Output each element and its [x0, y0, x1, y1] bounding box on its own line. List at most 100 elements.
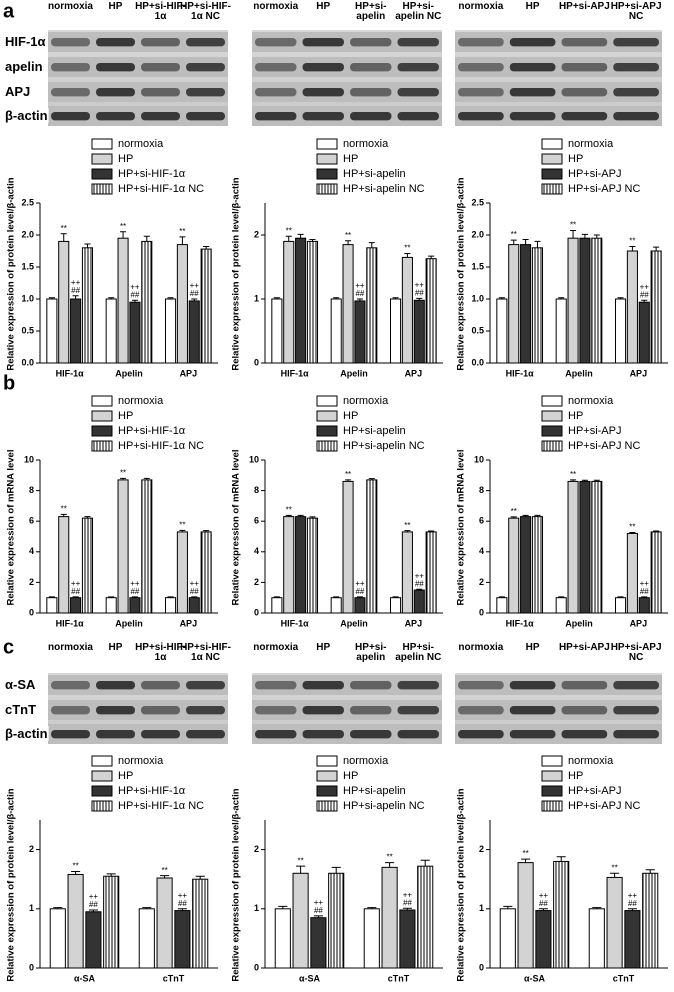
blot-band	[458, 88, 504, 97]
significance-mark: **	[72, 862, 78, 871]
blot-row-label: β-actin	[4, 108, 49, 123]
error-bar	[48, 596, 55, 598]
y-tick-label: 4	[479, 546, 484, 556]
legend-swatch	[541, 138, 563, 150]
error-bar	[120, 477, 127, 480]
bar	[520, 244, 532, 364]
legend-swatch	[91, 410, 113, 422]
error-bar	[510, 239, 517, 245]
legend-label: HP+si-APJ NC	[568, 183, 640, 195]
blot-strip-bg	[455, 82, 662, 102]
bar	[156, 877, 173, 969]
legend-swatch	[541, 183, 563, 195]
y-tick-label: 0	[29, 607, 34, 617]
legend-label: HP+si-apelin	[343, 785, 406, 797]
legend-label: HP+si-APJ	[568, 785, 622, 797]
blot-band	[350, 112, 392, 121]
y-tick-label: 0	[254, 607, 259, 617]
legend-swatch	[91, 183, 113, 195]
error-bar	[273, 596, 280, 598]
y-tick-label: 1	[254, 903, 259, 913]
bar	[499, 908, 516, 969]
y-axis-label: Relative expression of mRNA level	[6, 450, 17, 606]
y-tick-label: 6	[254, 516, 259, 526]
blot-band	[458, 681, 504, 690]
bar	[626, 532, 638, 614]
error-bar	[402, 907, 412, 910]
legend-label: HP+si-APJ	[568, 168, 622, 180]
blot-band	[509, 730, 556, 739]
bar	[389, 298, 402, 364]
blot-band	[141, 88, 180, 97]
blot-band	[255, 88, 297, 97]
blot-band	[186, 730, 225, 739]
significance-mark: ##	[415, 288, 424, 297]
bar	[401, 531, 413, 614]
bar	[138, 908, 155, 969]
blot-band	[96, 63, 135, 72]
bar	[81, 517, 94, 614]
blot-row-label: apelin	[4, 59, 44, 74]
y-tick-label: 6	[479, 516, 484, 526]
blot-band	[302, 112, 344, 121]
error-bar	[404, 253, 411, 258]
error-bar	[570, 230, 577, 239]
significance-mark: **	[345, 470, 351, 479]
blot-band	[458, 38, 504, 47]
error-bar	[617, 297, 624, 299]
bar	[200, 248, 212, 364]
error-bar	[313, 915, 323, 918]
x-tick-label: APJ	[405, 368, 423, 378]
error-bar	[296, 865, 306, 874]
significance-mark: **	[629, 237, 635, 246]
y-tick-label: 10	[249, 454, 259, 464]
legend-swatch	[316, 395, 338, 407]
significance-mark: **	[61, 504, 67, 513]
legend-label: HP	[568, 770, 583, 782]
legend-label: HP	[568, 410, 583, 422]
significance-mark: **	[511, 507, 517, 516]
y-tick-label: 1	[29, 903, 34, 913]
blot-band	[186, 681, 225, 690]
bar	[354, 300, 366, 364]
y-tick-label: 0	[29, 962, 34, 972]
blot-strip-bg	[48, 106, 228, 126]
y-tick-label: 0.5	[471, 325, 484, 335]
legend-label: normoxia	[118, 755, 164, 767]
bar	[567, 480, 579, 614]
y-axis-label: Relative expression of protein level/β-a…	[231, 177, 242, 370]
error-bar	[142, 907, 152, 909]
lane-label: HP+si-HIF-1α NC	[180, 642, 231, 663]
x-tick-label: Apelin	[340, 368, 368, 378]
bar	[330, 298, 342, 364]
bar	[591, 237, 603, 364]
error-bar	[143, 235, 150, 242]
blot-strip-bg	[48, 57, 228, 77]
y-tick-label: 2	[29, 577, 34, 587]
error-bar	[385, 862, 395, 868]
legend-swatch	[91, 153, 113, 165]
y-tick-label: 2.5	[471, 197, 484, 207]
bar	[328, 872, 345, 969]
blot-band	[397, 38, 439, 47]
x-tick-label: Apelin	[115, 368, 143, 378]
bar	[425, 258, 437, 364]
blot-band	[613, 88, 659, 97]
y-tick-label: 2.0	[471, 229, 484, 239]
legend-label: normoxia	[343, 138, 389, 150]
error-bar	[179, 529, 186, 532]
y-tick-label: 0	[254, 357, 259, 367]
error-bar	[653, 246, 660, 251]
bar	[642, 872, 659, 969]
blot-band	[186, 88, 225, 97]
blot-band	[613, 112, 659, 121]
blot-band	[96, 112, 135, 121]
blot-band	[509, 38, 556, 47]
blot-band	[350, 88, 392, 97]
error-bar	[641, 299, 648, 303]
error-bar	[356, 298, 363, 301]
bar	[46, 298, 58, 364]
error-bar	[71, 871, 81, 875]
blot-band	[397, 681, 439, 690]
significance-mark: **	[522, 849, 528, 858]
